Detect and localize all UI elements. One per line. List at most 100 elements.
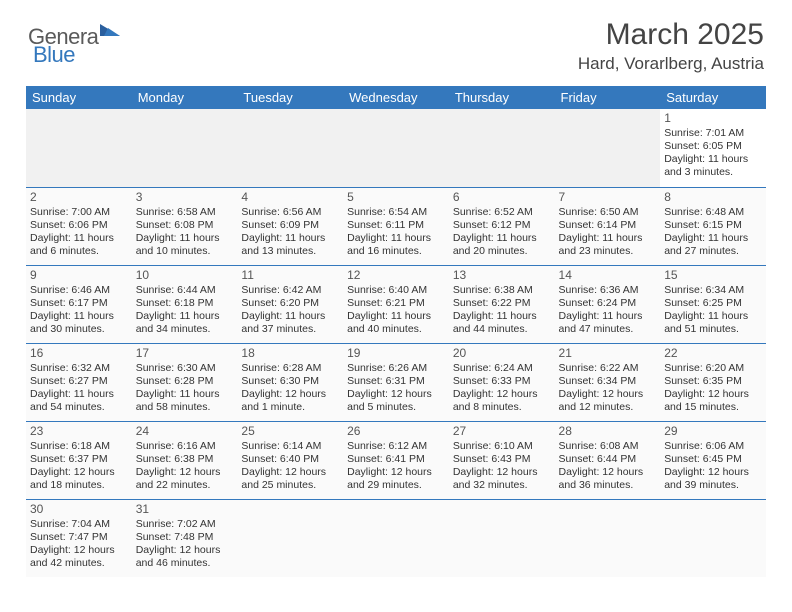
cell-line-sunset: Sunset: 6:15 PM <box>664 219 762 232</box>
header: Genera March 2025 Hard, Vorarlberg, Aust… <box>0 0 792 80</box>
calendar-cell: 25Sunrise: 6:14 AMSunset: 6:40 PMDayligh… <box>237 421 343 499</box>
cell-line-sunset: Sunset: 6:08 PM <box>136 219 234 232</box>
calendar-cell <box>237 109 343 187</box>
day-number: 23 <box>30 424 128 439</box>
day-number: 12 <box>347 268 445 283</box>
calendar-cell: 15Sunrise: 6:34 AMSunset: 6:25 PMDayligh… <box>660 265 766 343</box>
cell-line-daylight1: Daylight: 12 hours <box>664 466 762 479</box>
cell-line-sunset: Sunset: 6:41 PM <box>347 453 445 466</box>
cell-line-daylight1: Daylight: 11 hours <box>453 310 551 323</box>
calendar-cell <box>555 499 661 577</box>
cell-line-daylight2: and 6 minutes. <box>30 245 128 258</box>
cell-line-daylight2: and 15 minutes. <box>664 401 762 414</box>
cell-line-sunset: Sunset: 6:12 PM <box>453 219 551 232</box>
cell-line-daylight1: Daylight: 12 hours <box>30 466 128 479</box>
calendar-cell: 6Sunrise: 6:52 AMSunset: 6:12 PMDaylight… <box>449 187 555 265</box>
calendar-cell: 13Sunrise: 6:38 AMSunset: 6:22 PMDayligh… <box>449 265 555 343</box>
location: Hard, Vorarlberg, Austria <box>578 54 764 74</box>
cell-line-sunrise: Sunrise: 6:28 AM <box>241 362 339 375</box>
cell-line-sunset: Sunset: 6:05 PM <box>664 140 762 153</box>
cell-line-daylight1: Daylight: 12 hours <box>559 466 657 479</box>
cell-line-sunrise: Sunrise: 6:18 AM <box>30 440 128 453</box>
calendar-cell <box>132 109 238 187</box>
weekday-header: Monday <box>132 86 238 109</box>
cell-line-sunset: Sunset: 6:22 PM <box>453 297 551 310</box>
cell-line-daylight2: and 23 minutes. <box>559 245 657 258</box>
cell-line-sunrise: Sunrise: 6:22 AM <box>559 362 657 375</box>
day-number: 6 <box>453 190 551 205</box>
day-number: 30 <box>30 502 128 517</box>
cell-line-daylight2: and 20 minutes. <box>453 245 551 258</box>
calendar-cell: 16Sunrise: 6:32 AMSunset: 6:27 PMDayligh… <box>26 343 132 421</box>
calendar-cell: 23Sunrise: 6:18 AMSunset: 6:37 PMDayligh… <box>26 421 132 499</box>
calendar-cell <box>660 499 766 577</box>
cell-line-daylight1: Daylight: 12 hours <box>30 544 128 557</box>
calendar-body: 1Sunrise: 7:01 AMSunset: 6:05 PMDaylight… <box>26 109 766 577</box>
calendar-cell: 8Sunrise: 6:48 AMSunset: 6:15 PMDaylight… <box>660 187 766 265</box>
calendar-cell: 31Sunrise: 7:02 AMSunset: 7:48 PMDayligh… <box>132 499 238 577</box>
cell-line-sunrise: Sunrise: 6:34 AM <box>664 284 762 297</box>
cell-line-daylight2: and 12 minutes. <box>559 401 657 414</box>
cell-line-sunset: Sunset: 6:21 PM <box>347 297 445 310</box>
cell-line-daylight1: Daylight: 11 hours <box>347 310 445 323</box>
cell-line-daylight2: and 27 minutes. <box>664 245 762 258</box>
cell-line-sunset: Sunset: 6:35 PM <box>664 375 762 388</box>
cell-line-sunset: Sunset: 6:31 PM <box>347 375 445 388</box>
day-number: 15 <box>664 268 762 283</box>
cell-line-daylight2: and 8 minutes. <box>453 401 551 414</box>
calendar-cell: 10Sunrise: 6:44 AMSunset: 6:18 PMDayligh… <box>132 265 238 343</box>
cell-line-daylight1: Daylight: 11 hours <box>453 232 551 245</box>
cell-line-daylight2: and 25 minutes. <box>241 479 339 492</box>
cell-line-daylight1: Daylight: 11 hours <box>136 388 234 401</box>
cell-line-sunset: Sunset: 6:45 PM <box>664 453 762 466</box>
cell-line-sunset: Sunset: 6:33 PM <box>453 375 551 388</box>
day-number: 10 <box>136 268 234 283</box>
calendar-cell: 18Sunrise: 6:28 AMSunset: 6:30 PMDayligh… <box>237 343 343 421</box>
cell-line-sunset: Sunset: 6:11 PM <box>347 219 445 232</box>
cell-line-sunrise: Sunrise: 6:26 AM <box>347 362 445 375</box>
day-number: 24 <box>136 424 234 439</box>
day-number: 13 <box>453 268 551 283</box>
cell-line-sunset: Sunset: 6:44 PM <box>559 453 657 466</box>
cell-line-daylight2: and 13 minutes. <box>241 245 339 258</box>
cell-line-daylight2: and 44 minutes. <box>453 323 551 336</box>
day-number: 29 <box>664 424 762 439</box>
cell-line-daylight2: and 40 minutes. <box>347 323 445 336</box>
month-title: March 2025 <box>578 18 764 52</box>
logo-triangle-icon <box>100 22 120 41</box>
calendar-cell: 1Sunrise: 7:01 AMSunset: 6:05 PMDaylight… <box>660 109 766 187</box>
cell-line-daylight1: Daylight: 12 hours <box>453 388 551 401</box>
calendar-cell: 29Sunrise: 6:06 AMSunset: 6:45 PMDayligh… <box>660 421 766 499</box>
calendar-header-row: SundayMondayTuesdayWednesdayThursdayFrid… <box>26 86 766 109</box>
calendar-cell: 12Sunrise: 6:40 AMSunset: 6:21 PMDayligh… <box>343 265 449 343</box>
cell-line-sunset: Sunset: 6:37 PM <box>30 453 128 466</box>
cell-line-daylight2: and 22 minutes. <box>136 479 234 492</box>
day-number: 2 <box>30 190 128 205</box>
calendar-cell <box>449 109 555 187</box>
calendar-cell: 22Sunrise: 6:20 AMSunset: 6:35 PMDayligh… <box>660 343 766 421</box>
day-number: 31 <box>136 502 234 517</box>
calendar-cell: 7Sunrise: 6:50 AMSunset: 6:14 PMDaylight… <box>555 187 661 265</box>
cell-line-sunrise: Sunrise: 6:56 AM <box>241 206 339 219</box>
cell-line-daylight1: Daylight: 11 hours <box>664 232 762 245</box>
cell-line-daylight1: Daylight: 12 hours <box>241 466 339 479</box>
cell-line-sunset: Sunset: 6:17 PM <box>30 297 128 310</box>
day-number: 22 <box>664 346 762 361</box>
calendar-cell <box>449 499 555 577</box>
cell-line-sunrise: Sunrise: 6:42 AM <box>241 284 339 297</box>
cell-line-sunset: Sunset: 6:09 PM <box>241 219 339 232</box>
cell-line-daylight1: Daylight: 11 hours <box>30 232 128 245</box>
day-number: 4 <box>241 190 339 205</box>
cell-line-daylight2: and 34 minutes. <box>136 323 234 336</box>
cell-line-sunrise: Sunrise: 7:04 AM <box>30 518 128 531</box>
day-number: 25 <box>241 424 339 439</box>
cell-line-sunrise: Sunrise: 6:16 AM <box>136 440 234 453</box>
calendar-cell: 9Sunrise: 6:46 AMSunset: 6:17 PMDaylight… <box>26 265 132 343</box>
weekday-header: Tuesday <box>237 86 343 109</box>
cell-line-sunrise: Sunrise: 6:24 AM <box>453 362 551 375</box>
cell-line-sunset: Sunset: 6:06 PM <box>30 219 128 232</box>
calendar-cell: 2Sunrise: 7:00 AMSunset: 6:06 PMDaylight… <box>26 187 132 265</box>
calendar-cell: 4Sunrise: 6:56 AMSunset: 6:09 PMDaylight… <box>237 187 343 265</box>
cell-line-daylight1: Daylight: 12 hours <box>453 466 551 479</box>
calendar-cell: 24Sunrise: 6:16 AMSunset: 6:38 PMDayligh… <box>132 421 238 499</box>
